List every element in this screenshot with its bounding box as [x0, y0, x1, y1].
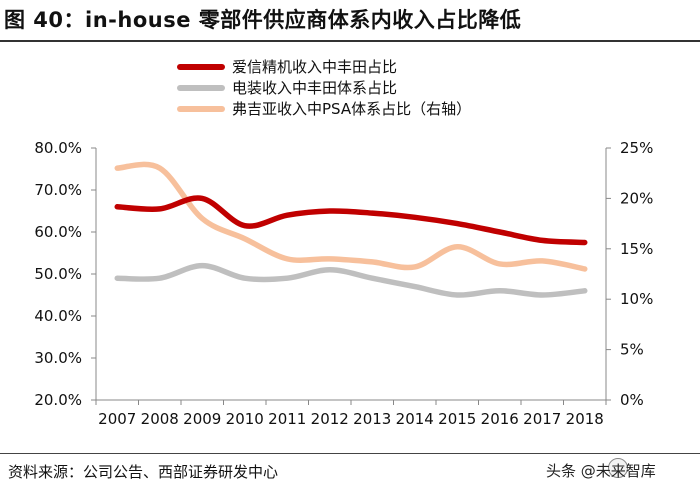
y-left-tick-label: 20.0% — [34, 391, 82, 409]
footer-divider — [0, 453, 700, 454]
legend-label-0: 爱信精机收入中丰田占比 — [232, 58, 397, 76]
x-tick-label: 2010 — [226, 410, 264, 428]
legend-label-2: 弗吉亚收入中PSA体系占比（右轴） — [232, 100, 471, 118]
x-tick-label: 2007 — [98, 410, 136, 428]
x-tick-label: 2009 — [183, 410, 221, 428]
x-tick-label: 2012 — [311, 410, 349, 428]
series-line-1 — [114, 262, 588, 298]
watermark-logo-icon — [608, 458, 628, 478]
y-left-tick-label: 80.0% — [34, 139, 82, 157]
chart-series — [114, 161, 588, 298]
page-title: 图 40：in-house 零部件供应商体系内收入占比降低 — [4, 8, 522, 32]
y-right-tick-label: 20% — [620, 189, 653, 207]
x-tick-label: 2016 — [481, 410, 519, 428]
y-left-tick-label: 50.0% — [34, 265, 82, 283]
title-divider — [0, 40, 700, 42]
x-tick-label: 2013 — [353, 410, 391, 428]
y-right-tick-label: 10% — [620, 290, 653, 308]
y-left-tick-label: 30.0% — [34, 349, 82, 367]
x-tick-label: 2017 — [523, 410, 561, 428]
x-tick-label: 2011 — [268, 410, 306, 428]
series-line-2 — [114, 161, 588, 272]
y-left-tick-label: 40.0% — [34, 307, 82, 325]
series-line-0 — [114, 195, 588, 246]
y-right-tick-label: 5% — [620, 341, 644, 359]
y-left-tick-label: 70.0% — [34, 181, 82, 199]
x-tick-label: 2014 — [396, 410, 434, 428]
x-tick-label: 2015 — [438, 410, 476, 428]
y-right-tick-label: 25% — [620, 139, 653, 157]
chart-axes: 20.0% 30.0% 40.0% 50.0% 60.0% 70.0% 80.0% 0% 5% 1… — [34, 139, 653, 428]
x-tick-label: 2018 — [566, 410, 604, 428]
y-left-tick-label: 60.0% — [34, 223, 82, 241]
y-right-tick-label: 15% — [620, 240, 653, 258]
source-note: 资料来源：公司公告、西部证券研发中心 — [8, 463, 279, 481]
legend-label-1: 电装收入中丰田体系占比 — [232, 79, 397, 97]
x-tick-label: 2008 — [141, 410, 179, 428]
y-right-tick-label: 0% — [620, 391, 644, 409]
line-chart: 爱信精机收入中丰田占比电装收入中丰田体系占比弗吉亚收入中PSA体系占比（右轴） … — [34, 58, 653, 428]
watermark-text: 头条 @未来智库 — [546, 462, 656, 480]
